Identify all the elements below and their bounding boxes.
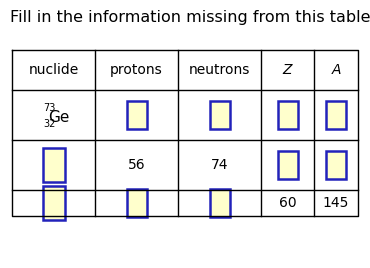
Text: 73: 73: [43, 103, 56, 113]
Bar: [326, 101, 346, 129]
Text: protons: protons: [110, 63, 163, 77]
Bar: [43, 148, 64, 182]
Text: 145: 145: [323, 196, 349, 210]
Text: A: A: [331, 63, 341, 77]
Text: 32: 32: [43, 119, 56, 129]
Text: Ge: Ge: [48, 110, 69, 125]
Bar: [209, 101, 229, 129]
Text: nuclide: nuclide: [28, 63, 79, 77]
Bar: [127, 189, 147, 217]
Text: neutrons: neutrons: [189, 63, 250, 77]
Bar: [43, 186, 64, 220]
Bar: [278, 101, 297, 129]
Bar: [326, 151, 346, 179]
Bar: [278, 151, 297, 179]
Text: 56: 56: [128, 158, 145, 172]
Text: Fill in the information missing from this table.: Fill in the information missing from thi…: [10, 10, 370, 25]
Bar: [209, 189, 229, 217]
Text: 74: 74: [211, 158, 228, 172]
Text: Z: Z: [283, 63, 292, 77]
Text: 60: 60: [279, 196, 296, 210]
Bar: [127, 101, 147, 129]
